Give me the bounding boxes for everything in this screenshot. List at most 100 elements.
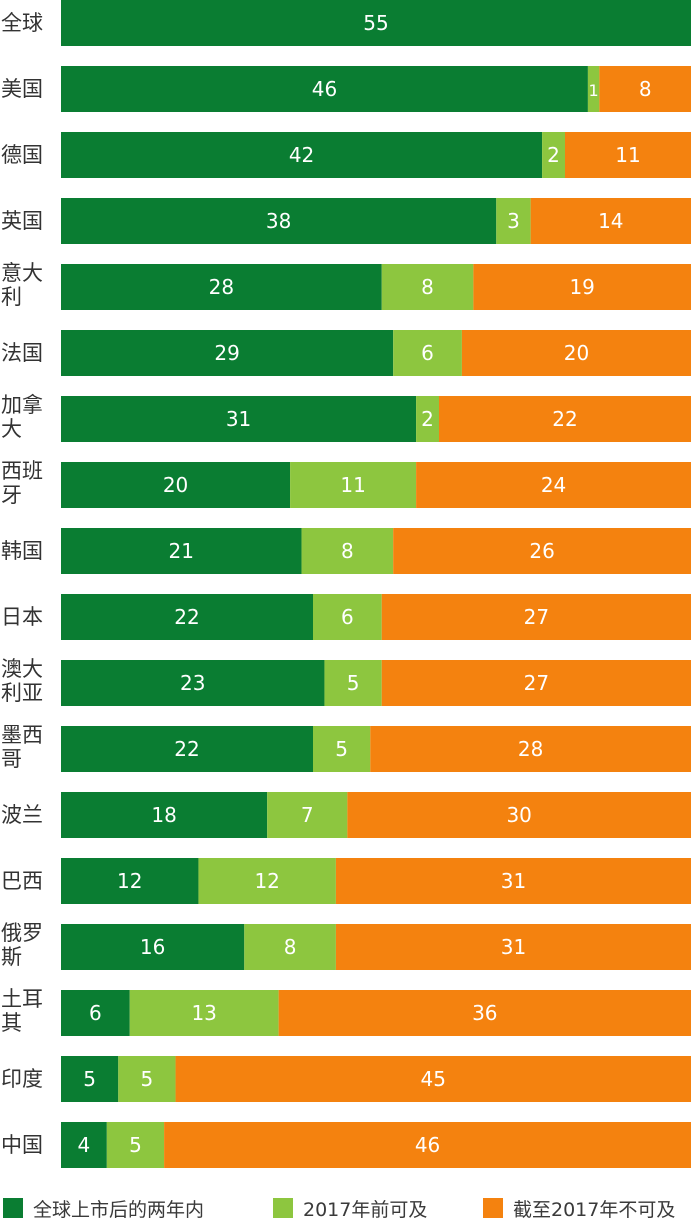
bar-value-label: 5 <box>347 671 360 695</box>
bar-segment <box>416 462 691 508</box>
bar-segment <box>313 594 382 640</box>
bar-segment <box>335 924 691 970</box>
bar-value-label: 45 <box>421 1067 446 1091</box>
bar-segment <box>439 396 691 442</box>
bar-value-label: 55 <box>363 11 388 35</box>
bar-segment <box>496 198 531 244</box>
category-label: 意大利 <box>1 261 43 309</box>
bar-value-label: 12 <box>117 869 142 893</box>
bar-segment <box>61 990 130 1036</box>
bar-segment <box>393 330 462 376</box>
bar-value-label: 20 <box>564 341 589 365</box>
bar-segment <box>335 858 691 904</box>
bar-value-label: 1 <box>589 81 599 100</box>
bar-value-label: 6 <box>341 605 354 629</box>
bar-value-label: 13 <box>191 1001 216 1025</box>
bar-value-label: 28 <box>209 275 234 299</box>
bar-segment <box>393 528 691 574</box>
bar-value-label: 22 <box>552 407 577 431</box>
bar-segment <box>106 1122 165 1168</box>
category-label: 加拿大 <box>1 393 43 441</box>
bar-value-label: 30 <box>506 803 531 827</box>
bar-value-label: 8 <box>421 275 434 299</box>
legend: 全球上市后的两年内 2017年前可及 截至2017年不可及 <box>0 1197 691 1221</box>
category-label: 巴西 <box>1 869 43 893</box>
legend-item-not-accessible: 截至2017年不可及 <box>483 1197 676 1221</box>
category-label: 土耳其 <box>1 987 43 1035</box>
category-label: 西班牙 <box>1 459 43 507</box>
category-label: 澳大利亚 <box>1 657 43 705</box>
category-label: 墨西哥 <box>1 723 43 771</box>
bar-segment <box>61 528 302 574</box>
legend-label-before-2017: 2017年前可及 <box>303 1198 428 1221</box>
bar-segment <box>61 0 691 46</box>
bar-value-label: 4 <box>78 1133 91 1157</box>
bar-value-label: 28 <box>518 737 543 761</box>
category-label: 印度 <box>1 1067 43 1091</box>
bar-value-label: 20 <box>163 473 188 497</box>
bar-segment <box>587 66 600 112</box>
bar-value-label: 31 <box>501 935 526 959</box>
bar-segment <box>301 528 394 574</box>
bar-value-label: 6 <box>89 1001 102 1025</box>
legend-swatch-within-two-years <box>3 1198 23 1218</box>
bar-value-label: 5 <box>141 1067 154 1091</box>
bar-value-label: 36 <box>472 1001 497 1025</box>
bar-value-label: 5 <box>129 1133 142 1157</box>
bar-segment <box>61 792 268 838</box>
bar-segment <box>61 726 313 772</box>
bar-segment <box>129 990 279 1036</box>
bar-value-label: 3 <box>507 209 520 233</box>
bar-value-label: 8 <box>341 539 354 563</box>
bar-value-label: 27 <box>524 671 549 695</box>
bar-value-label: 5 <box>335 737 348 761</box>
category-label: 波兰 <box>1 803 43 827</box>
bar-value-label: 21 <box>169 539 194 563</box>
bar-segment <box>313 726 371 772</box>
bar-value-label: 27 <box>524 605 549 629</box>
bar-segment <box>244 924 336 970</box>
bar-value-label: 24 <box>541 473 566 497</box>
bar-segment <box>473 264 691 310</box>
category-label: 英国 <box>1 209 43 233</box>
legend-label-not-accessible: 截至2017年不可及 <box>513 1198 676 1221</box>
bar-value-label: 29 <box>214 341 239 365</box>
bar-segment <box>530 198 691 244</box>
bar-segment <box>324 660 382 706</box>
bar-value-label: 8 <box>639 77 652 101</box>
bar-segment <box>61 1056 119 1102</box>
bar-value-label: 46 <box>415 1133 440 1157</box>
bar-segment <box>599 66 691 112</box>
bar-value-label: 5 <box>83 1067 96 1091</box>
bar-value-label: 16 <box>140 935 165 959</box>
bar-value-label: 2 <box>421 407 434 431</box>
bar-segment <box>61 396 417 442</box>
bar-value-label: 18 <box>151 803 176 827</box>
category-label: 日本 <box>1 605 43 629</box>
category-label: 俄罗斯 <box>1 921 43 969</box>
legend-item-within-two-years: 全球上市后的两年内 <box>3 1197 205 1221</box>
bar-value-label: 19 <box>569 275 594 299</box>
bar-segment <box>461 330 691 376</box>
bar-segment <box>267 792 348 838</box>
bar-segment <box>381 594 691 640</box>
bar-value-label: 2 <box>547 143 560 167</box>
bar-value-label: 31 <box>226 407 251 431</box>
bar-segment <box>61 594 313 640</box>
bar-value-label: 14 <box>598 209 623 233</box>
category-label: 中国 <box>1 1133 43 1157</box>
legend-swatch-before-2017 <box>273 1198 293 1218</box>
bar-value-label: 38 <box>266 209 291 233</box>
bar-value-label: 12 <box>254 869 279 893</box>
legend-label-within-two-years: 全球上市后的两年内 <box>33 1198 205 1221</box>
bar-segment <box>61 264 382 310</box>
category-label: 全球 <box>1 11 43 35</box>
bar-value-label: 6 <box>421 341 434 365</box>
bar-segment <box>61 858 199 904</box>
bar-segment <box>175 1056 691 1102</box>
bar-segment <box>565 132 691 178</box>
bar-segment <box>61 330 394 376</box>
bar-segment <box>164 1122 691 1168</box>
bar-value-label: 22 <box>174 737 199 761</box>
